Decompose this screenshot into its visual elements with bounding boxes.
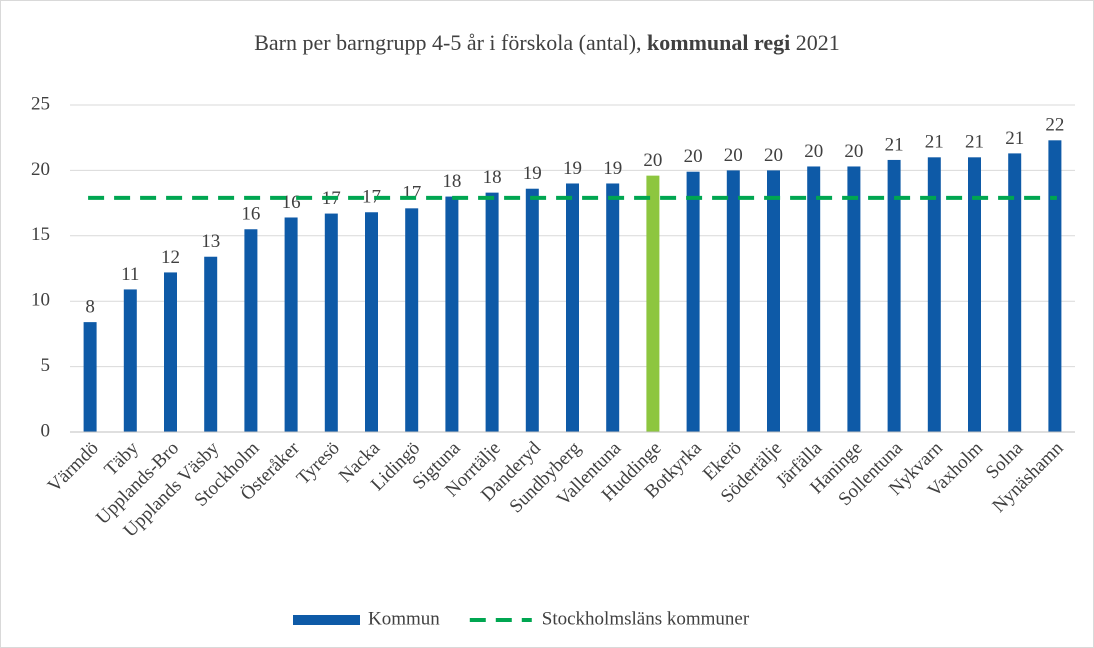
- bar: [726, 170, 740, 432]
- bar: [968, 157, 981, 432]
- bar: [324, 213, 338, 432]
- y-tick-label: 20: [31, 159, 50, 180]
- bar: [445, 196, 459, 432]
- data-label: 20: [844, 141, 863, 162]
- data-label: 12: [161, 247, 180, 268]
- data-label: 16: [282, 192, 301, 213]
- data-label: 21: [925, 132, 944, 153]
- y-tick-label: 15: [31, 224, 50, 245]
- bar: [83, 322, 97, 432]
- data-label: 20: [724, 145, 743, 166]
- bar: [887, 159, 901, 432]
- y-tick-label: 25: [31, 93, 50, 114]
- bar: [606, 183, 620, 432]
- bar: [767, 170, 780, 432]
- legend-label: Stockholmsläns kommuner: [542, 608, 750, 629]
- y-tick-label: 0: [41, 420, 51, 441]
- bar: [123, 289, 137, 432]
- chart-title: Barn per barngrupp 4-5 år i förskola (an…: [254, 30, 840, 55]
- bar: [244, 229, 258, 432]
- data-label: 20: [684, 146, 703, 167]
- bar: [807, 166, 821, 432]
- bar: [204, 256, 218, 432]
- title-bold: kommunal regi: [647, 30, 790, 55]
- bar: [927, 157, 941, 432]
- bar: [485, 192, 499, 432]
- data-label: 19: [563, 158, 582, 179]
- data-label: 20: [804, 141, 823, 162]
- data-label: 19: [603, 158, 622, 179]
- legend-swatch: [293, 615, 360, 625]
- bar: [284, 217, 298, 432]
- bar: [847, 166, 861, 432]
- data-label: 16: [241, 204, 260, 225]
- data-label: 17: [402, 183, 421, 204]
- bar: [646, 175, 660, 432]
- y-tick-label: 10: [31, 290, 50, 311]
- data-label: 13: [201, 231, 220, 252]
- data-label: 17: [362, 187, 381, 208]
- bar: [365, 212, 378, 432]
- data-label: 11: [121, 264, 139, 285]
- data-label: 21: [885, 134, 904, 155]
- data-label: 8: [85, 296, 95, 317]
- bar: [164, 272, 177, 432]
- legend-label: Kommun: [368, 608, 440, 629]
- data-label: 21: [965, 132, 984, 153]
- data-label: 18: [483, 167, 502, 188]
- title-part: Barn per barngrupp 4-5 år i förskola (an…: [254, 30, 647, 55]
- y-tick-label: 5: [41, 355, 51, 376]
- bar: [1008, 153, 1022, 432]
- bar: [1048, 140, 1062, 433]
- data-label: 22: [1045, 115, 1064, 136]
- bar: [405, 208, 419, 432]
- data-label: 20: [764, 145, 783, 166]
- bar: [566, 183, 579, 432]
- data-label: 19: [523, 163, 542, 184]
- data-label: 21: [1005, 128, 1024, 149]
- data-label: 18: [442, 171, 461, 192]
- title-part: 2021: [790, 30, 840, 55]
- data-label: 20: [643, 150, 662, 171]
- bar: [525, 188, 539, 432]
- bar: [686, 171, 700, 432]
